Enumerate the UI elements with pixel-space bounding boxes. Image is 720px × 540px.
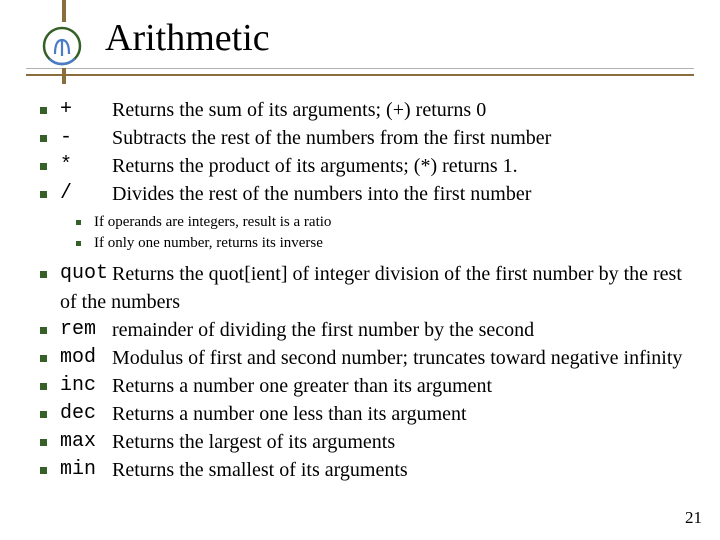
function-list: quotReturns the quot[ient] of integer di… [30,260,690,484]
function-symbol: mod [60,344,112,372]
list-item: If operands are integers, result is a ra… [30,212,690,233]
operator-desc: Returns the product of its arguments; (*… [112,155,518,177]
function-desc: Returns a number one less than its argum… [112,403,467,425]
content: +Returns the sum of its arguments; (+) r… [30,96,690,484]
header-vline-bottom [62,68,66,84]
logo-icon [42,26,82,66]
function-symbol: min [60,456,112,484]
operator-symbol: * [60,152,112,180]
list-item: decReturns a number one less than its ar… [30,400,690,428]
list-item: remremainder of dividing the first numbe… [30,316,690,344]
operator-desc: Subtracts the rest of the numbers from t… [112,127,551,149]
function-desc: remainder of dividing the first number b… [112,319,534,341]
function-desc: Returns the quot[ient] of integer divisi… [60,263,682,313]
header: Arithmetic [0,0,720,80]
function-desc: Returns a number one greater than its ar… [112,375,492,397]
page-title: Arithmetic [105,16,270,60]
function-symbol: max [60,428,112,456]
list-item: maxReturns the largest of its arguments [30,428,690,456]
list-item: quotReturns the quot[ient] of integer di… [30,260,690,316]
division-sublist: If operands are integers, result is a ra… [30,212,690,254]
function-desc: Returns the largest of its arguments [112,431,395,453]
list-item: incReturns a number one greater than its… [30,372,690,400]
function-desc: Modulus of first and second number; trun… [112,347,682,369]
list-item: +Returns the sum of its arguments; (+) r… [30,96,690,124]
function-symbol: dec [60,400,112,428]
operator-desc: Divides the rest of the numbers into the… [112,183,531,205]
function-desc: Returns the smallest of its arguments [112,459,408,481]
list-item: If only one number, returns its inverse [30,233,690,254]
list-item: -Subtracts the rest of the numbers from … [30,124,690,152]
function-symbol: inc [60,372,112,400]
list-item: minReturns the smallest of its arguments [30,456,690,484]
operator-symbol: / [60,180,112,208]
operator-symbol: + [60,96,112,124]
header-rule-thin [26,68,694,69]
function-symbol: rem [60,316,112,344]
header-vline-top [62,0,66,22]
function-symbol: quot [60,260,112,288]
slide: Arithmetic +Returns the sum of its argum… [0,0,720,540]
header-rule-thick [26,74,694,76]
operator-desc: Returns the sum of its arguments; (+) re… [112,99,486,121]
list-item: *Returns the product of its arguments; (… [30,152,690,180]
list-item: modModulus of first and second number; t… [30,344,690,372]
operator-list: +Returns the sum of its arguments; (+) r… [30,96,690,208]
operator-symbol: - [60,124,112,152]
list-item: /Divides the rest of the numbers into th… [30,180,690,208]
page-number: 21 [685,508,702,528]
